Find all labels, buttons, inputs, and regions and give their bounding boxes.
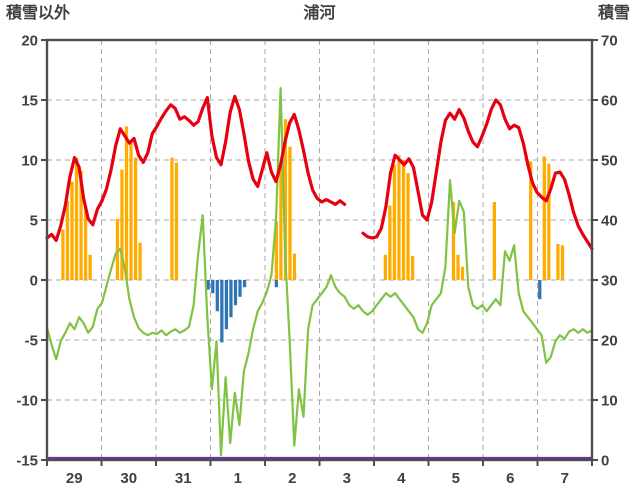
day-label: 7 (561, 470, 569, 487)
left-tick-label: -5 (25, 333, 38, 350)
orange-bars (70, 181, 74, 280)
chart-title: 浦河 (303, 5, 336, 22)
day-label: 31 (175, 470, 192, 487)
right-tick-label: 30 (601, 273, 618, 290)
orange-bars (383, 254, 387, 280)
blue-bars (233, 280, 238, 306)
right-tick-label: 60 (601, 93, 618, 110)
orange-bars (170, 157, 174, 280)
orange-bars (174, 162, 179, 280)
blue-bars (224, 280, 229, 330)
left-tick-label: 5 (30, 213, 38, 230)
orange-bars (283, 119, 288, 280)
blue-bars (242, 280, 247, 288)
orange-bars (401, 160, 406, 280)
orange-bars (83, 206, 88, 280)
blue-bars (538, 280, 542, 300)
day-label: 30 (120, 470, 137, 487)
left-tick-label: 20 (21, 33, 38, 50)
orange-bars (410, 256, 415, 280)
green-line (45, 86, 594, 457)
orange-bars (279, 163, 283, 280)
blue-bars (206, 280, 210, 290)
orange-bars (388, 205, 392, 280)
right-tick-label: 10 (601, 393, 618, 410)
right-tick-label: 50 (601, 153, 618, 170)
blue-bars (215, 280, 219, 312)
orange-bars (65, 200, 70, 280)
right-tick-label: 70 (601, 33, 618, 50)
right-tick-label: 20 (601, 333, 618, 350)
orange-bars (120, 169, 124, 280)
orange-bars (456, 254, 460, 280)
day-label: 5 (452, 470, 460, 487)
orange-bars (88, 254, 92, 280)
blue-bars (211, 280, 215, 294)
right-tick-label: 0 (601, 453, 609, 470)
right-tick-label: 40 (601, 213, 618, 230)
left-tick-label: 15 (21, 93, 38, 110)
blue-bars (274, 280, 278, 288)
orange-bars (133, 157, 138, 280)
orange-bars (460, 266, 465, 280)
orange-bars (74, 157, 79, 280)
orange-bars (274, 221, 278, 280)
orange-bars (138, 242, 142, 280)
day-label: 6 (506, 470, 514, 487)
orange-bars (288, 146, 292, 280)
orange-bars (451, 202, 456, 280)
left-tick-label: 10 (21, 153, 38, 170)
blue-bars (220, 280, 224, 343)
orange-bars (61, 229, 65, 280)
orange-bars (492, 202, 496, 280)
orange-bars (392, 164, 397, 280)
orange-bars (115, 218, 120, 280)
orange-bars (542, 156, 546, 280)
orange-bars (556, 244, 560, 280)
day-label: 3 (343, 470, 351, 487)
orange-bars (129, 143, 133, 280)
day-label: 29 (66, 470, 83, 487)
orange-bars (292, 253, 297, 280)
day-label: 1 (234, 470, 242, 487)
red-line (45, 94, 594, 251)
right-axis-title: 積雪 (597, 5, 630, 22)
blue-bars (238, 280, 242, 297)
day-label: 2 (288, 470, 296, 487)
left-axis-title: 積雪以外 (6, 5, 71, 22)
left-tick-label: -15 (16, 453, 38, 470)
orange-bars (529, 161, 533, 280)
left-tick-label: -10 (16, 393, 38, 410)
orange-bars (547, 163, 551, 280)
left-tick-label: 0 (30, 273, 38, 290)
day-label: 4 (397, 470, 406, 487)
orange-bars (397, 155, 401, 280)
blue-bars (229, 280, 233, 318)
orange-bars (560, 245, 565, 280)
orange-bars (124, 126, 129, 281)
orange-bars (79, 170, 83, 280)
orange-bars (406, 173, 410, 280)
